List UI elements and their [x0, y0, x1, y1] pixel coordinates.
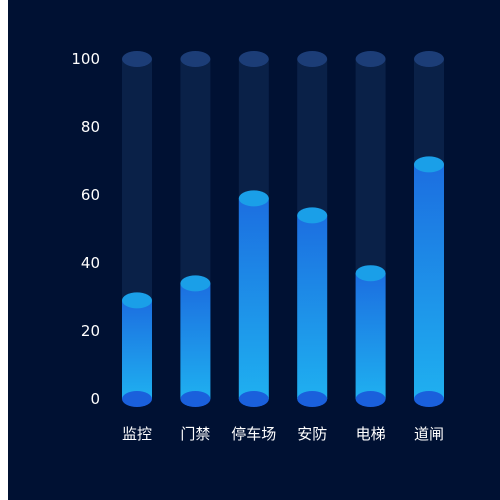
x-category-label: 道闸: [414, 425, 444, 443]
bar-track-cap: [297, 51, 328, 67]
bar-group: [180, 51, 211, 407]
x-category-label: 门禁: [180, 425, 210, 443]
bar-top-cap: [180, 275, 211, 292]
y-tick-label: 0: [90, 390, 100, 408]
bar-group: [238, 51, 269, 407]
x-category-label: 电梯: [356, 425, 386, 443]
bars: [122, 51, 444, 407]
bar: [414, 164, 444, 399]
bar-track-cap: [355, 51, 386, 67]
bar-track-cap: [122, 51, 152, 67]
bar-track-cap: [180, 51, 211, 67]
bar: [355, 273, 386, 399]
bar-top-cap: [238, 190, 269, 207]
bar-base-cap: [238, 391, 269, 407]
bar-track-cap: [238, 51, 269, 67]
bar: [297, 215, 328, 399]
bar-base-cap: [122, 391, 152, 407]
x-category-label: 安防: [297, 425, 327, 443]
bar-base-cap: [414, 391, 444, 407]
y-tick-label: 60: [81, 186, 100, 204]
bar-group: [355, 51, 386, 407]
bar-base-cap: [355, 391, 386, 407]
y-tick-label: 80: [81, 118, 100, 136]
bar-base-cap: [297, 391, 328, 407]
y-tick-label: 100: [71, 50, 100, 68]
x-category-label: 监控: [122, 425, 152, 443]
y-tick-label: 20: [81, 322, 100, 340]
bar-top-cap: [297, 207, 328, 224]
bar-base-cap: [180, 391, 211, 407]
bar-top-cap: [122, 292, 152, 309]
bar-group: [414, 51, 444, 407]
bar: [122, 300, 152, 399]
x-category-label: 停车场: [231, 425, 276, 443]
x-axis: 监控 门禁 停车场 安防 电梯 道闸: [122, 425, 444, 443]
y-tick-label: 40: [81, 254, 100, 272]
bar-top-cap: [355, 265, 386, 282]
y-axis: 0 20 40 60 80 100: [71, 50, 100, 408]
bar-top-cap: [414, 156, 444, 173]
bar-group: [122, 51, 152, 407]
bar: [238, 198, 269, 399]
bar-group: [297, 51, 328, 407]
bar-track-cap: [414, 51, 444, 67]
bar: [180, 283, 211, 399]
